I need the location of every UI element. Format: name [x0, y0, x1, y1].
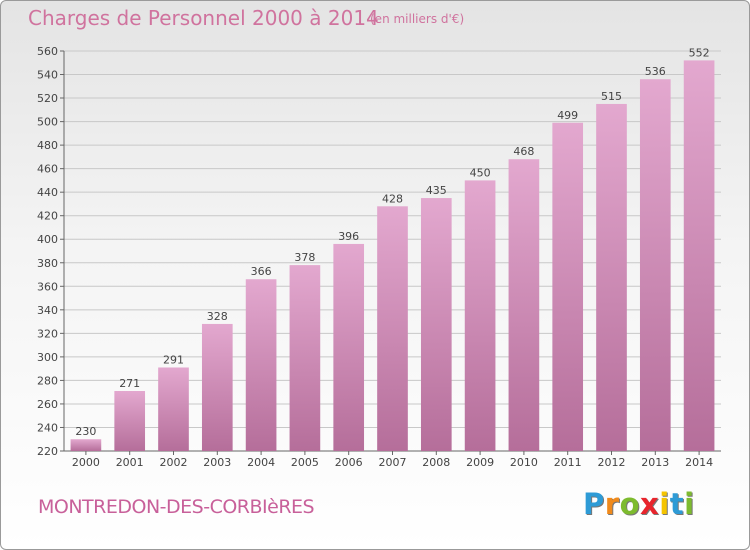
bar	[639, 79, 671, 451]
data-label: 435	[426, 184, 447, 197]
bar	[114, 391, 146, 451]
x-tick-label: 2010	[510, 456, 538, 469]
y-tick-label: 520	[37, 92, 58, 105]
bar	[683, 60, 715, 451]
y-tick-label: 560	[37, 45, 58, 58]
brand-letter: P	[583, 487, 605, 521]
bar	[420, 198, 452, 451]
x-tick-label: 2006	[335, 456, 363, 469]
bar	[289, 265, 321, 451]
x-tick-label: 2014	[685, 456, 713, 469]
x-tick-label: 2004	[247, 456, 275, 469]
x-tick-label: 2001	[116, 456, 144, 469]
commune-name: MONTREDON-DES-CORBIèRES	[38, 496, 315, 518]
bar	[201, 323, 233, 451]
bar	[333, 243, 365, 451]
y-tick-label: 360	[37, 280, 58, 293]
data-label: 230	[75, 425, 96, 438]
bar	[245, 279, 277, 451]
x-tick-label: 2005	[291, 456, 319, 469]
data-label: 366	[251, 265, 272, 278]
data-label: 378	[294, 251, 315, 264]
data-label: 468	[513, 145, 534, 158]
y-tick-label: 440	[37, 186, 58, 199]
brand-letter: i	[659, 487, 670, 521]
data-label: 499	[557, 109, 578, 122]
y-tick-label: 420	[37, 210, 58, 223]
x-tick-label: 2013	[641, 456, 669, 469]
y-tick-label: 300	[37, 351, 58, 364]
y-tick-label: 240	[37, 421, 58, 434]
data-label: 536	[645, 65, 666, 78]
data-label: 396	[338, 230, 359, 243]
x-tick-label: 2007	[379, 456, 407, 469]
chart-subtitle: (en milliers d'€)	[370, 12, 465, 26]
bar	[508, 159, 540, 451]
y-tick-label: 220	[37, 445, 58, 458]
brand-letter: i	[684, 487, 695, 521]
y-tick-label: 260	[37, 398, 58, 411]
x-tick-label: 2002	[160, 456, 188, 469]
data-label: 328	[207, 310, 228, 323]
proxiti-logo[interactable]: Proxiti	[583, 487, 695, 521]
data-label: 515	[601, 90, 622, 103]
y-tick-label: 380	[37, 257, 58, 270]
bar	[377, 206, 408, 451]
bar	[552, 122, 584, 451]
data-label: 271	[119, 377, 140, 390]
x-tick-label: 2000	[72, 456, 100, 469]
brand-letter: t	[669, 487, 685, 521]
y-tick-label: 320	[37, 327, 58, 340]
x-tick-label: 2011	[554, 456, 582, 469]
x-tick-label: 2008	[422, 456, 450, 469]
brand-letter: x	[640, 487, 660, 521]
x-tick-label: 2003	[203, 456, 231, 469]
y-tick-label: 500	[37, 116, 58, 129]
chart-title: Charges de Personnel 2000 à 2014	[28, 6, 379, 30]
brand-letter: r	[604, 487, 620, 521]
y-tick-label: 460	[37, 163, 58, 176]
x-tick-label: 2009	[466, 456, 494, 469]
brand-letter: o	[619, 487, 641, 521]
bar	[70, 439, 102, 451]
bar	[596, 103, 627, 452]
bar	[158, 367, 189, 451]
data-label: 552	[689, 46, 710, 59]
y-tick-label: 540	[37, 69, 58, 82]
bar	[464, 180, 496, 452]
data-label: 450	[470, 166, 491, 179]
y-tick-label: 400	[37, 233, 58, 246]
x-tick-label: 2012	[598, 456, 626, 469]
y-tick-label: 280	[37, 374, 58, 387]
y-tick-label: 340	[37, 304, 58, 317]
y-tick-label: 480	[37, 139, 58, 152]
data-label: 428	[382, 192, 403, 205]
data-label: 291	[163, 353, 184, 366]
